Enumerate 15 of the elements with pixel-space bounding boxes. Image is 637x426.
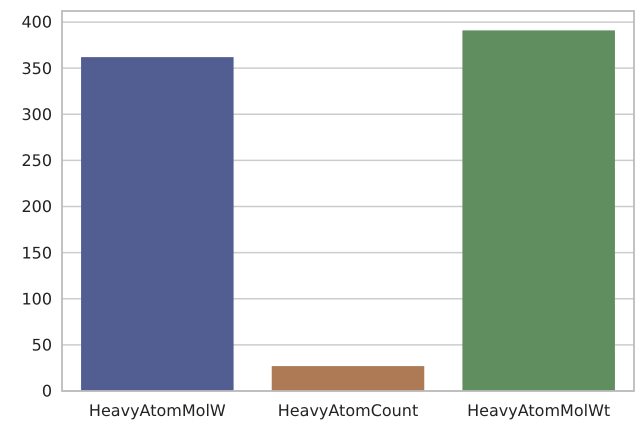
y-tick-label: 200 bbox=[21, 197, 52, 216]
x-tick-label: HeavyAtomMolW bbox=[88, 401, 226, 420]
bar bbox=[272, 366, 424, 391]
bar bbox=[462, 30, 615, 391]
bar bbox=[81, 57, 234, 391]
y-tick-label: 100 bbox=[21, 289, 52, 308]
y-tick-label: 400 bbox=[21, 12, 52, 32]
y-tick-label: 0 bbox=[42, 382, 52, 401]
y-tick-label: 250 bbox=[21, 151, 52, 170]
y-tick-label: 150 bbox=[21, 243, 52, 262]
y-tick-label: 50 bbox=[32, 335, 52, 354]
x-tick-label: HeavyAtomCount bbox=[278, 401, 418, 420]
y-tick-label: 300 bbox=[21, 104, 52, 124]
x-tick-label: HeavyAtomMolWt bbox=[467, 401, 610, 420]
y-tick-label: 350 bbox=[21, 58, 52, 78]
